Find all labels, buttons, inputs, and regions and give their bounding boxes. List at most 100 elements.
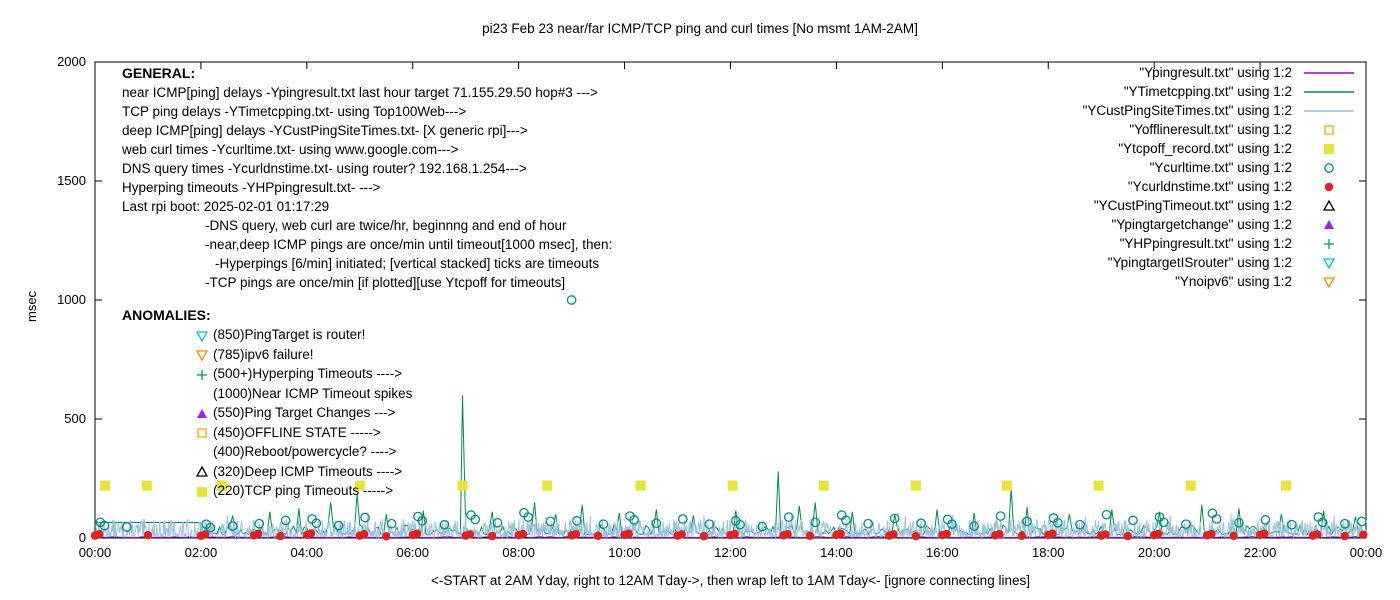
x-tick-label: 10:00 [608, 545, 641, 560]
legend-triangle-filled-icon [1324, 219, 1334, 229]
series-Ycurldnstime [90, 529, 1368, 541]
anomaly-lines: (850)PingTarget is router! (785)ipv6 fail… [122, 325, 412, 501]
legend-row-Ycurldnstime: "Ycurldnstime.txt" using 1:2 [1083, 177, 1358, 196]
general-lines: near ICMP[ping] delays -Ypingresult.txt … [122, 83, 612, 292]
general-line: deep ICMP[ping] delays -YCustPingSiteTim… [122, 123, 528, 138]
legend-label: "YCustPingTimeout.txt" using 1:2 [1093, 198, 1292, 213]
anomaly-line: (850)PingTarget is router! [122, 325, 412, 345]
triangle-down-open-icon [195, 331, 209, 343]
anomaly-line: (400)Reboot/powercycle? ----> [122, 442, 412, 462]
anomalies-heading: ANOMALIES: [122, 307, 211, 323]
anomaly-line: (550)Ping Target Changes ---> [122, 403, 412, 423]
no-marker-icon [194, 385, 210, 401]
plus-icon [197, 369, 207, 380]
legend-label: "Ycurldnstime.txt" using 1:2 [1127, 179, 1292, 194]
legend-label: "YTimetcpping.txt" using 1:2 [1123, 84, 1292, 99]
legend-triangle-open-icon [1322, 199, 1336, 211]
anomaly-text: (850)PingTarget is router! [213, 327, 366, 343]
legend-row-Ypingresult: "Ypingresult.txt" using 1:2 [1083, 63, 1358, 82]
square-open-icon [197, 428, 207, 438]
legend-plus-icon [1324, 238, 1334, 249]
x-tick-label: 08:00 [502, 545, 535, 560]
legend-label: "Ycurltime.txt" using 1:2 [1149, 160, 1292, 175]
legend-line-sample [1304, 109, 1354, 112]
legend-row-YHPpingresult: "YHPpingresult.txt" using 1:2 [1083, 234, 1358, 253]
legend-circle-open-icon [1324, 162, 1334, 173]
triangle-down-open-icon [195, 350, 209, 362]
general-line: -Hyperpings [6/min] initiated; [vertical… [215, 256, 600, 271]
general-line: DNS query times -Ycurldnstime.txt- using… [122, 161, 527, 176]
legend-triangle-down-open-icon [1322, 276, 1336, 288]
anomaly-line: (320)Deep ICMP Timeouts ----> [122, 462, 412, 482]
legend-label: "Ynoipv6" using 1:2 [1175, 274, 1292, 289]
general-notes-block: GENERAL: near ICMP[ping] delays -Ypingre… [122, 64, 612, 292]
legend-row-Ynoipv6: "Ynoipv6" using 1:2 [1083, 272, 1358, 291]
anomaly-text: (320)Deep ICMP Timeouts ----> [213, 463, 403, 479]
x-tick-label: 12:00 [714, 545, 747, 560]
legend-line-sample [1304, 90, 1354, 93]
general-line: -DNS query, web curl are twice/hr, begin… [205, 218, 567, 233]
x-tick-label: 22:00 [1244, 545, 1277, 560]
legend-row-Ypingtargetchange: "Ypingtargetchange" using 1:2 [1083, 215, 1358, 234]
legend-row-Yofflineresult: "Yofflineresult.txt" using 1:2 [1083, 120, 1358, 139]
anomaly-line: (500+)Hyperping Timeouts ----> [122, 364, 412, 384]
legend-row-Ycurltime: "Ycurltime.txt" using 1:2 [1083, 158, 1358, 177]
y-tick-label: 1000 [57, 292, 86, 307]
series-Ytcpoff_record [100, 480, 1292, 491]
legend-label: "Yofflineresult.txt" using 1:2 [1129, 122, 1292, 137]
no-marker-icon [194, 444, 210, 460]
series-Ycurltime [95, 295, 1367, 533]
plot-legend: "Ypingresult.txt" using 1:2 "YTimetcpping… [1083, 63, 1358, 291]
general-line: -near,deep ICMP pings are once/min until… [205, 237, 613, 252]
y-tick-label: 2000 [57, 54, 86, 69]
square-filled-icon [197, 486, 207, 497]
anomaly-line: (220)TCP ping Timeouts -----> [122, 481, 412, 501]
legend-label: "Ypingresult.txt" using 1:2 [1139, 65, 1292, 80]
legend-circle-filled-icon [1324, 182, 1334, 191]
legend-square-open-icon [1324, 124, 1334, 135]
x-axis-label: <-START at 2AM Yday, right to 12AM Tday-… [431, 573, 1030, 588]
x-tick-label: 04:00 [291, 545, 324, 560]
chart-title: pi23 Feb 23 near/far ICMP/TCP ping and c… [482, 21, 918, 36]
anomaly-text: (550)Ping Target Changes ---> [213, 405, 396, 421]
x-tick-label: 18:00 [1032, 545, 1065, 560]
legend-square-filled-icon [1324, 143, 1334, 154]
legend-row-YTimetcpping: "YTimetcpping.txt" using 1:2 [1083, 82, 1358, 101]
x-tick-label: 02:00 [185, 545, 218, 560]
y-tick-label: 1500 [57, 173, 86, 188]
anomaly-line: (785)ipv6 failure! [122, 345, 412, 365]
x-tick-label: 16:00 [926, 545, 959, 560]
general-line: near ICMP[ping] delays -Ypingresult.txt … [122, 85, 598, 100]
anomaly-text: (500+)Hyperping Timeouts ----> [213, 366, 403, 382]
general-line: Hyperping timeouts -YHPpingresult.txt- -… [122, 180, 381, 195]
general-line: TCP ping delays -YTimetcpping.txt- using… [122, 104, 467, 119]
legend-label: "Ypingtargetchange" using 1:2 [1111, 217, 1292, 232]
legend-triangle-down-open-icon [1322, 257, 1336, 269]
x-tick-label: 20:00 [1138, 545, 1171, 560]
triangle-filled-icon [197, 408, 207, 418]
anomaly-text: (450)OFFLINE STATE -----> [213, 424, 381, 440]
anomaly-text: (220)TCP ping Timeouts -----> [213, 483, 394, 499]
anomaly-line: (450)OFFLINE STATE -----> [122, 423, 412, 443]
anomaly-text: (400)Reboot/powercycle? ----> [213, 444, 397, 460]
general-line: -TCP pings are once/min [if plotted][use… [205, 275, 566, 290]
x-tick-label: 06:00 [396, 545, 429, 560]
general-line: Last rpi boot: 2025-02-01 01:17:29 [122, 199, 330, 214]
triangle-open-icon [195, 465, 209, 477]
legend-label: "YpingtargetISrouter" using 1:2 [1107, 255, 1292, 270]
anomaly-text: (1000)Near ICMP Timeout spikes [213, 385, 413, 401]
anomaly-text: (785)ipv6 failure! [213, 346, 314, 362]
y-tick-label: 500 [64, 411, 86, 426]
legend-row-YCustPingTimeout: "YCustPingTimeout.txt" using 1:2 [1083, 196, 1358, 215]
anomaly-line: (1000)Near ICMP Timeout spikes [122, 384, 412, 404]
legend-label: "YHPpingresult.txt" using 1:2 [1119, 236, 1292, 251]
anomalies-block: ANOMALIES: (850)PingTarget is router! (78… [122, 306, 412, 501]
x-tick-label: 00:00 [1350, 545, 1383, 560]
legend-row-Ytcpoff_record: "Ytcpoff_record.txt" using 1:2 [1083, 139, 1358, 158]
legend-label: "YCustPingSiteTimes.txt" using 1:2 [1082, 103, 1292, 118]
x-tick-label: 14:00 [820, 545, 853, 560]
x-tick-label: 00:00 [79, 545, 112, 560]
general-line: web curl times -Ycurltime.txt- using www… [122, 142, 459, 157]
